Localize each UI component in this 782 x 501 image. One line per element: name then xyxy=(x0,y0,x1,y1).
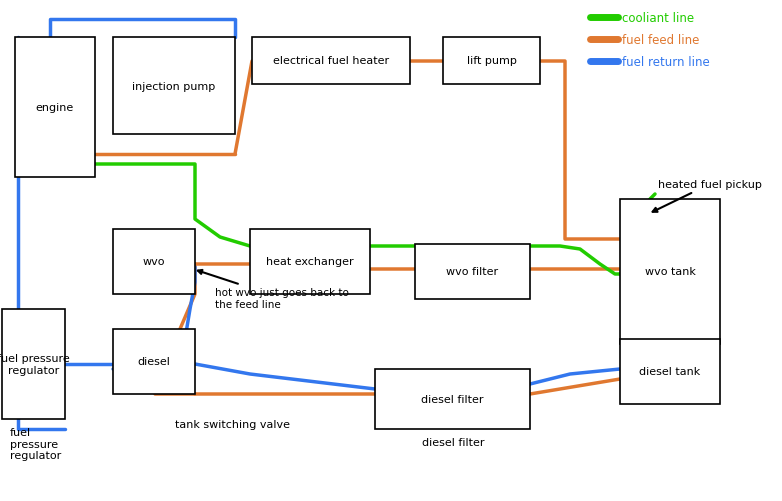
Bar xyxy=(113,329,195,394)
Text: heated fuel pickup: heated fuel pickup xyxy=(653,180,762,212)
Text: heat exchanger: heat exchanger xyxy=(266,257,353,267)
Text: injection pump: injection pump xyxy=(132,81,216,91)
Text: diesel: diesel xyxy=(138,357,170,367)
Bar xyxy=(15,38,95,178)
Bar xyxy=(252,38,410,85)
Text: diesel tank: diesel tank xyxy=(640,367,701,377)
Text: engine: engine xyxy=(36,103,74,113)
Bar xyxy=(375,369,530,429)
Text: cooliant line: cooliant line xyxy=(622,12,694,25)
Bar xyxy=(113,38,235,135)
Text: wvo filter: wvo filter xyxy=(447,267,499,277)
Text: diesel filter: diesel filter xyxy=(421,437,484,447)
Bar xyxy=(620,199,720,344)
Bar xyxy=(415,244,530,300)
Text: fuel pressure
regulator: fuel pressure regulator xyxy=(0,354,70,375)
Bar xyxy=(443,38,540,85)
Text: fuel feed line: fuel feed line xyxy=(622,34,699,47)
Text: fuel
pressure
regulator: fuel pressure regulator xyxy=(10,427,61,460)
Text: diesel filter: diesel filter xyxy=(421,394,484,404)
Bar xyxy=(620,339,720,404)
Text: wvo: wvo xyxy=(143,257,165,267)
Text: tank switching valve: tank switching valve xyxy=(175,419,290,429)
Bar xyxy=(250,229,370,295)
Text: hot wvo just goes back to
the feed line: hot wvo just goes back to the feed line xyxy=(198,271,349,310)
Text: lift pump: lift pump xyxy=(467,57,516,66)
Text: fuel return line: fuel return line xyxy=(622,56,710,68)
Text: electrical fuel heater: electrical fuel heater xyxy=(273,57,389,66)
Text: wvo tank: wvo tank xyxy=(644,267,695,277)
Bar xyxy=(113,229,195,295)
Bar xyxy=(2,310,65,419)
